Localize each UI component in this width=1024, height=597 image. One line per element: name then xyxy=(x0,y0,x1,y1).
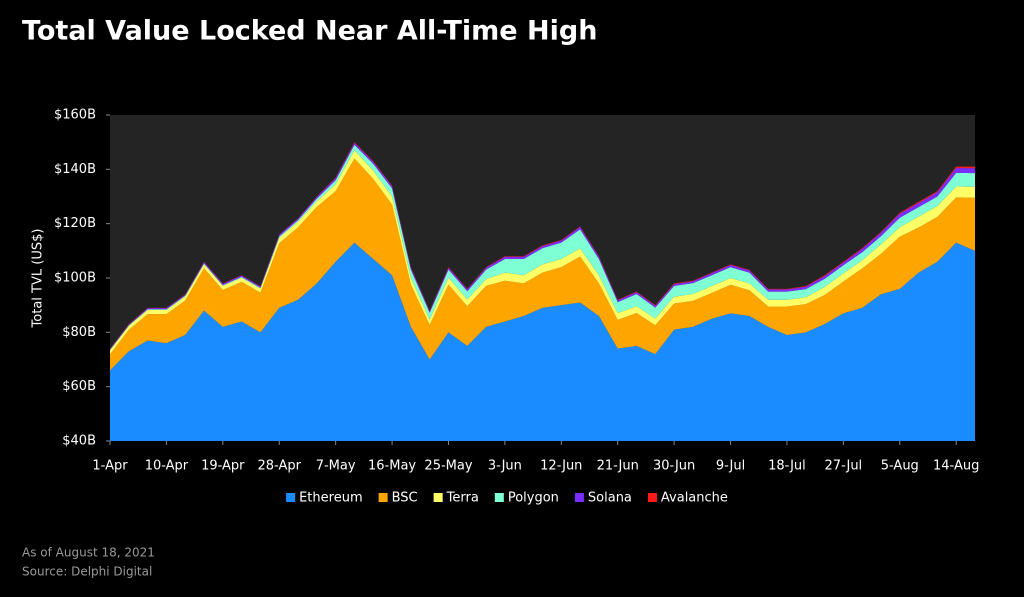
x-tick-label: 30-Jun xyxy=(653,459,695,474)
y-tick-label: $160B xyxy=(54,108,96,123)
x-tick-label: 27-Jul xyxy=(825,459,863,474)
legend-label: Ethereum xyxy=(299,491,363,506)
legend-swatch xyxy=(574,493,584,502)
chart-title: Total Value Locked Near All-Time High xyxy=(22,16,597,47)
area xyxy=(110,242,975,441)
y-tick-label: $80B xyxy=(62,325,96,340)
legend-label: Terra xyxy=(446,491,479,506)
legend-swatch xyxy=(494,493,504,502)
footnote: As of August 18, 2021 xyxy=(22,546,155,560)
x-tick-label: 19-Apr xyxy=(201,459,245,474)
y-tick-label: $60B xyxy=(62,379,96,394)
x-tick-label: 9-Jul xyxy=(716,459,745,474)
y-tick-label: $40B xyxy=(62,434,96,449)
footnote: Source: Delphi Digital xyxy=(22,565,152,579)
y-tick-label: $140B xyxy=(54,162,96,177)
y-tick-label: $100B xyxy=(54,271,96,286)
legend-swatch xyxy=(647,493,657,502)
x-tick-label: 7-May xyxy=(316,459,356,474)
x-tick-label: 12-Jun xyxy=(540,459,582,474)
legend-swatch xyxy=(378,493,388,502)
x-tick-label: 14-Aug xyxy=(933,459,979,474)
x-tick-label: 16-May xyxy=(368,459,416,474)
legend-label: Solana xyxy=(588,491,632,506)
area xyxy=(110,158,975,371)
y-axis-label: Total TVL (US$) xyxy=(31,229,46,329)
x-tick-label: 10-Apr xyxy=(145,459,189,474)
x-tick-label: 28-Apr xyxy=(258,459,302,474)
y-tick-label: $120B xyxy=(54,216,96,231)
legend-swatch xyxy=(286,493,296,502)
legend-label: Avalanche xyxy=(661,491,728,506)
x-tick-label: 18-Jul xyxy=(768,459,806,474)
x-tick-label: 1-Apr xyxy=(92,459,128,474)
x-tick-label: 21-Jun xyxy=(597,459,639,474)
area xyxy=(110,142,975,349)
x-tick-label: 3-Jun xyxy=(488,459,522,474)
x-tick-label: 5-Aug xyxy=(881,459,919,474)
area xyxy=(110,142,975,350)
legend-label: BSC xyxy=(392,491,418,506)
legend-label: Polygon xyxy=(508,491,559,506)
x-tick-label: 25-May xyxy=(424,459,472,474)
legend-swatch xyxy=(433,493,443,502)
